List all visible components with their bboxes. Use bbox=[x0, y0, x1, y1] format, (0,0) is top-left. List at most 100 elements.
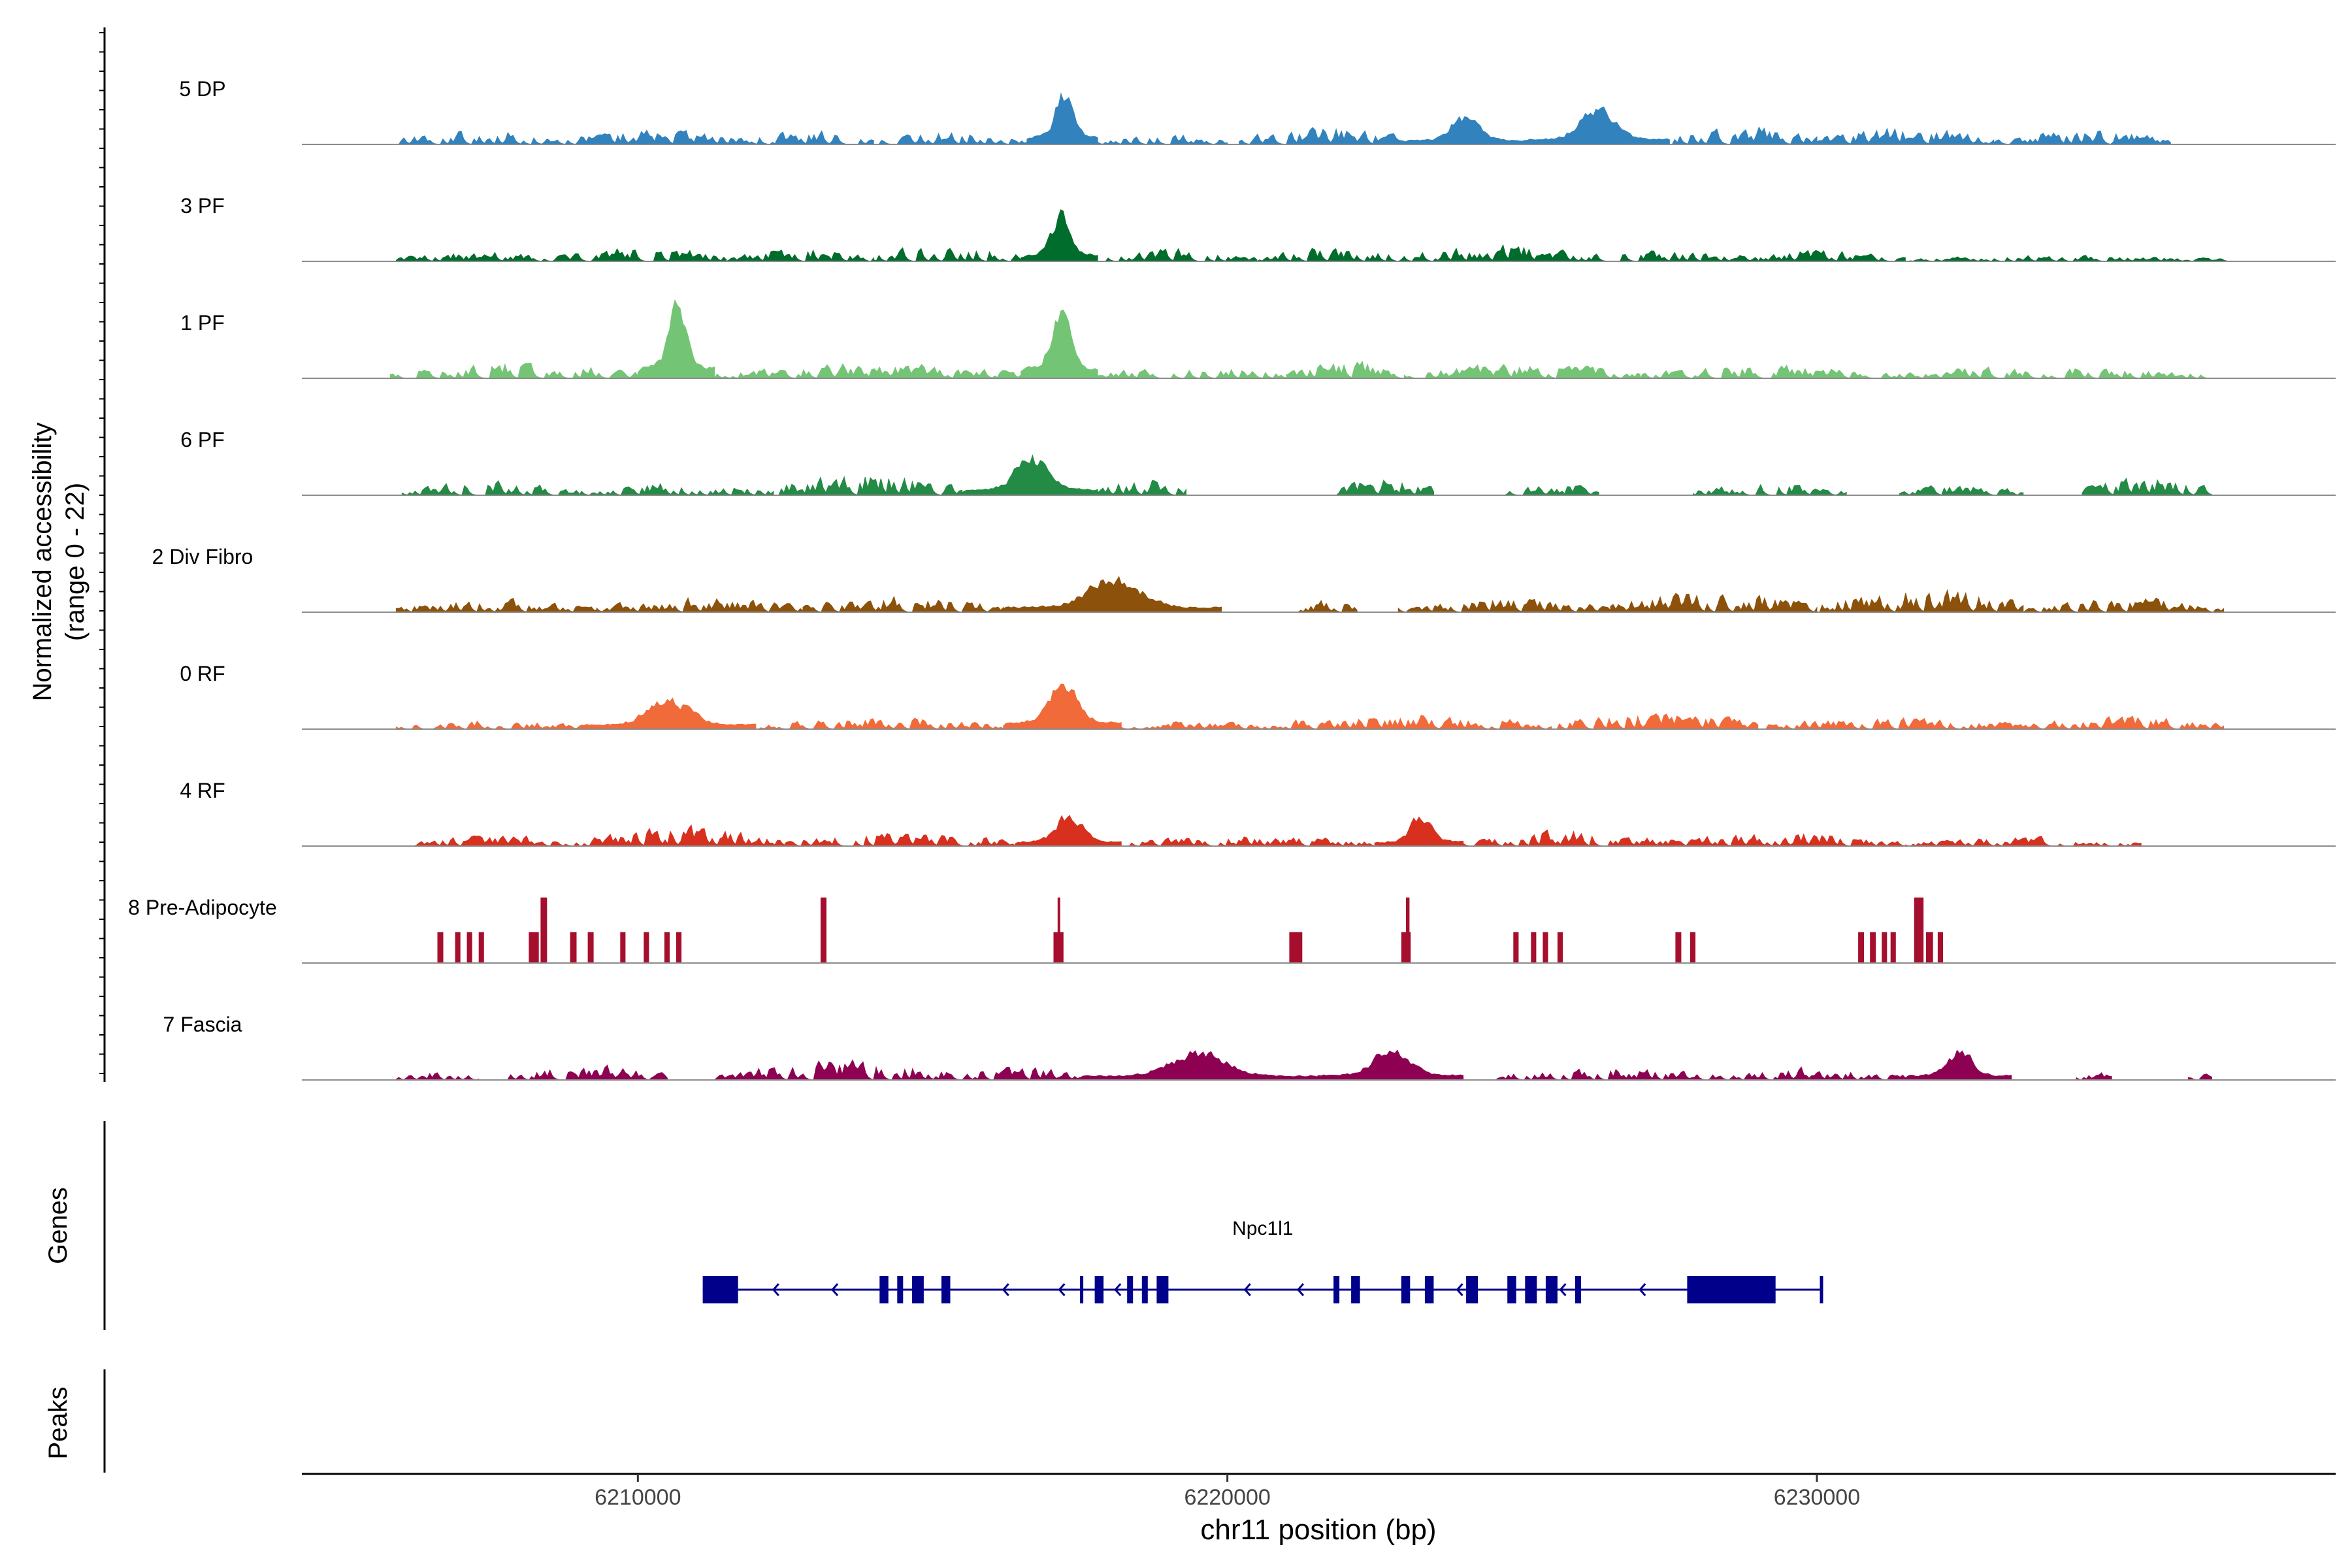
track-1-pf: 1 PF bbox=[180, 299, 2336, 379]
coverage-peak bbox=[1876, 366, 2206, 379]
coverage-bar bbox=[1289, 932, 1303, 963]
coverage-peak bbox=[1551, 713, 1759, 730]
coverage-bar bbox=[587, 932, 594, 963]
coverage-peak bbox=[1315, 1049, 1464, 1081]
coverage-peak bbox=[1492, 1068, 1729, 1081]
gene-exon bbox=[1156, 1276, 1169, 1303]
coverage-bar bbox=[1690, 932, 1696, 963]
coverage-peak bbox=[395, 1072, 480, 1081]
strand-arrow bbox=[831, 1283, 839, 1296]
gene-exon bbox=[1820, 1276, 1823, 1303]
track-label: 3 PF bbox=[180, 194, 225, 218]
coverage-bar bbox=[437, 932, 444, 963]
coverage-peak bbox=[1403, 363, 1641, 379]
coverage-peak bbox=[578, 483, 774, 496]
coverage-bar bbox=[1531, 932, 1537, 963]
x-tick-label: 6210000 bbox=[595, 1485, 681, 1510]
coverage-peak bbox=[1098, 248, 1258, 262]
coverage-bar bbox=[821, 897, 826, 963]
coverage-peak bbox=[396, 130, 550, 145]
coverage-peak bbox=[1256, 715, 1552, 730]
coverage-peak bbox=[1669, 126, 1818, 145]
coverage-peak bbox=[395, 598, 597, 613]
gene-exon bbox=[941, 1276, 951, 1303]
gene-exon bbox=[702, 1276, 738, 1303]
coverage-peak bbox=[1639, 365, 1876, 379]
strand-arrow bbox=[1456, 1283, 1463, 1296]
coverage-peak bbox=[1003, 683, 1122, 730]
coverage-bar bbox=[1513, 932, 1519, 963]
gene-exon bbox=[1525, 1276, 1537, 1303]
coverage-peak bbox=[414, 835, 580, 847]
coverage-peak bbox=[596, 596, 804, 613]
strand-arrow bbox=[1296, 1283, 1305, 1296]
gene-exon bbox=[1401, 1276, 1411, 1303]
gene-exon bbox=[1141, 1276, 1148, 1303]
coverage-peak bbox=[1727, 1066, 1906, 1081]
peaks-title: Peaks bbox=[44, 1386, 73, 1459]
gene-exon bbox=[1080, 1276, 1084, 1303]
y-axis-title: Normalized accessibility bbox=[28, 423, 57, 702]
coverage-bar bbox=[676, 932, 682, 963]
coverage-bar bbox=[1675, 932, 1682, 963]
x-axis-ticks: 6210000 6220000 6230000 bbox=[595, 1474, 1860, 1510]
coverage-peak bbox=[1403, 116, 1523, 145]
track-label: 6 PF bbox=[180, 428, 225, 451]
coverage-bar bbox=[529, 932, 539, 963]
coverage-bar bbox=[570, 932, 577, 963]
x-tick-label: 6230000 bbox=[1774, 1485, 1860, 1510]
coverage-peak bbox=[1899, 485, 2024, 496]
track-label: 8 Pre-Adipocyte bbox=[128, 896, 277, 919]
coverage-peak bbox=[1333, 479, 1434, 496]
coverage-peak bbox=[961, 1066, 1081, 1081]
coverage-peak bbox=[579, 824, 786, 847]
strand-arrow bbox=[772, 1283, 779, 1296]
coverage-bar bbox=[1543, 932, 1548, 963]
coverage-peak bbox=[549, 248, 727, 262]
strand-arrow bbox=[1114, 1283, 1122, 1296]
coverage-bar bbox=[620, 932, 626, 963]
coverage-peak bbox=[1021, 309, 1098, 379]
coverage-peak bbox=[549, 129, 745, 145]
coverage-peak bbox=[1757, 250, 1906, 262]
coverage-peak bbox=[755, 717, 1004, 730]
coverage-peak bbox=[1374, 816, 1464, 847]
coverage-bar bbox=[455, 932, 461, 963]
coverage-peak bbox=[1239, 127, 1405, 145]
coverage-peak bbox=[2022, 597, 2225, 613]
x-axis-title: chr11 position (bp) bbox=[1200, 1514, 1436, 1546]
coverage-bar bbox=[644, 932, 649, 963]
coverage-bar bbox=[1882, 932, 1887, 963]
track-3-pf: 3 PF bbox=[180, 194, 2336, 262]
strand-arrow bbox=[1002, 1283, 1009, 1296]
coverage-peak bbox=[1121, 836, 1375, 847]
track-label: 0 RF bbox=[180, 662, 225, 685]
track-5-dp: 5 DP bbox=[179, 77, 2336, 145]
coverage-peak bbox=[874, 132, 1028, 145]
coverage-y-ticks bbox=[99, 32, 105, 1074]
coverage-peak bbox=[1256, 248, 1405, 262]
coverage-bar bbox=[1858, 932, 1865, 963]
strand-arrow bbox=[1058, 1283, 1066, 1296]
coverage-peak bbox=[2187, 1073, 2212, 1081]
track-label: 2 Div Fibro bbox=[152, 545, 253, 568]
coverage-peak bbox=[508, 1064, 668, 1081]
gene-track bbox=[702, 1276, 1823, 1303]
coverage-peak bbox=[1297, 600, 1358, 613]
coverage-bar bbox=[664, 932, 670, 963]
gene-exon bbox=[1507, 1276, 1516, 1303]
coverage-peak bbox=[802, 595, 1004, 613]
coverage-bar bbox=[1937, 932, 1943, 963]
gene-exon bbox=[879, 1276, 889, 1303]
coverage-peak bbox=[1993, 130, 2171, 145]
coverage-peak bbox=[1026, 92, 1098, 145]
track-6-pf: 6 PF bbox=[180, 428, 2336, 496]
coverage-peak bbox=[1904, 1049, 2012, 1081]
coverage-peak bbox=[1003, 576, 1222, 613]
coverage-bar bbox=[466, 932, 472, 963]
coverage-bar bbox=[1557, 932, 1563, 963]
track-label: 4 RF bbox=[180, 779, 225, 802]
coverage-peak bbox=[578, 697, 757, 730]
